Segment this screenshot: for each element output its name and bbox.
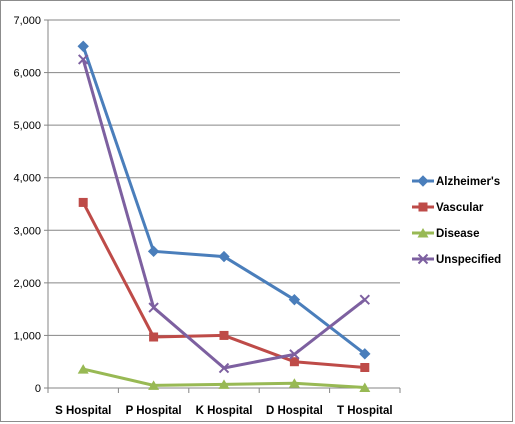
- series-unspecified: [77, 54, 371, 374]
- data-point: [288, 293, 301, 306]
- x-marker-stroke: [289, 349, 300, 360]
- x-marker-stroke: [77, 54, 89, 65]
- series-lines: [77, 40, 371, 392]
- legend-label: Alzheimer's: [436, 176, 500, 188]
- data-point: [218, 362, 230, 374]
- legend-item-alzheimer-s: Alzheimer's: [412, 175, 500, 188]
- y-tick-label: 0: [35, 383, 41, 395]
- data-point: [148, 302, 159, 313]
- x-marker-stroke: [218, 362, 230, 374]
- series-line: [81, 45, 366, 356]
- data-point: [78, 197, 88, 207]
- legend-marker: [417, 253, 429, 265]
- x-tick-label: P Hospital: [126, 405, 182, 417]
- data-point: [360, 362, 370, 372]
- data-point: [219, 330, 229, 340]
- legend-marker: [417, 175, 429, 187]
- x-tick-label: D Hospital: [266, 405, 323, 417]
- axes: 0 1,000 2,000 3,000 4,000 5,000 6,000 7,000 S Ho…: [13, 15, 401, 417]
- y-tick-label: 1,000: [13, 330, 41, 342]
- gridlines: [48, 19, 400, 336]
- legend-item-unspecified: Unspecified: [412, 253, 501, 266]
- x-tick-label: S Hospital: [55, 405, 111, 417]
- x-marker-stroke: [359, 294, 371, 305]
- data-point: [359, 348, 371, 360]
- y-tick-label: 2,000: [13, 278, 41, 290]
- y-tick-label: 4,000: [13, 173, 41, 185]
- data-point: [289, 349, 300, 360]
- y-tick-label: 3,000: [13, 225, 41, 237]
- data-point: [218, 250, 230, 263]
- y-tick-label: 6,000: [13, 68, 41, 80]
- data-point: [147, 245, 160, 258]
- legend-label: Vascular: [436, 202, 484, 214]
- series-line: [81, 201, 365, 369]
- y-tick-label: 5,000: [13, 120, 41, 132]
- series-alzheimer-s: [77, 40, 371, 360]
- x-marker-stroke: [417, 253, 429, 265]
- data-point: [77, 364, 89, 374]
- data-point: [77, 40, 89, 52]
- legend-item-vascular: Vascular: [412, 202, 484, 214]
- legend-marker: [418, 202, 428, 212]
- data-point: [149, 332, 159, 342]
- y-tick-label: 7,000: [13, 15, 41, 27]
- x-tick-label: T Hospital: [337, 405, 393, 417]
- data-point: [289, 357, 299, 367]
- legend-item-disease: Disease: [412, 228, 479, 240]
- data-point: [288, 378, 300, 388]
- legend-label: Unspecified: [436, 254, 501, 266]
- data-point: [359, 294, 371, 305]
- data-point: [77, 54, 89, 65]
- data-point: [359, 382, 371, 392]
- legend-marker: [417, 228, 429, 238]
- x-tick-label: K Hospital: [196, 405, 253, 417]
- series-disease: [77, 364, 371, 392]
- data-point: [218, 379, 230, 389]
- x-marker-stroke: [148, 302, 159, 313]
- legend: Alzheimer's Vascular Disease Unspecified: [412, 175, 501, 266]
- data-point: [148, 380, 160, 390]
- series-vascular: [78, 197, 370, 372]
- legend-label: Disease: [436, 228, 479, 240]
